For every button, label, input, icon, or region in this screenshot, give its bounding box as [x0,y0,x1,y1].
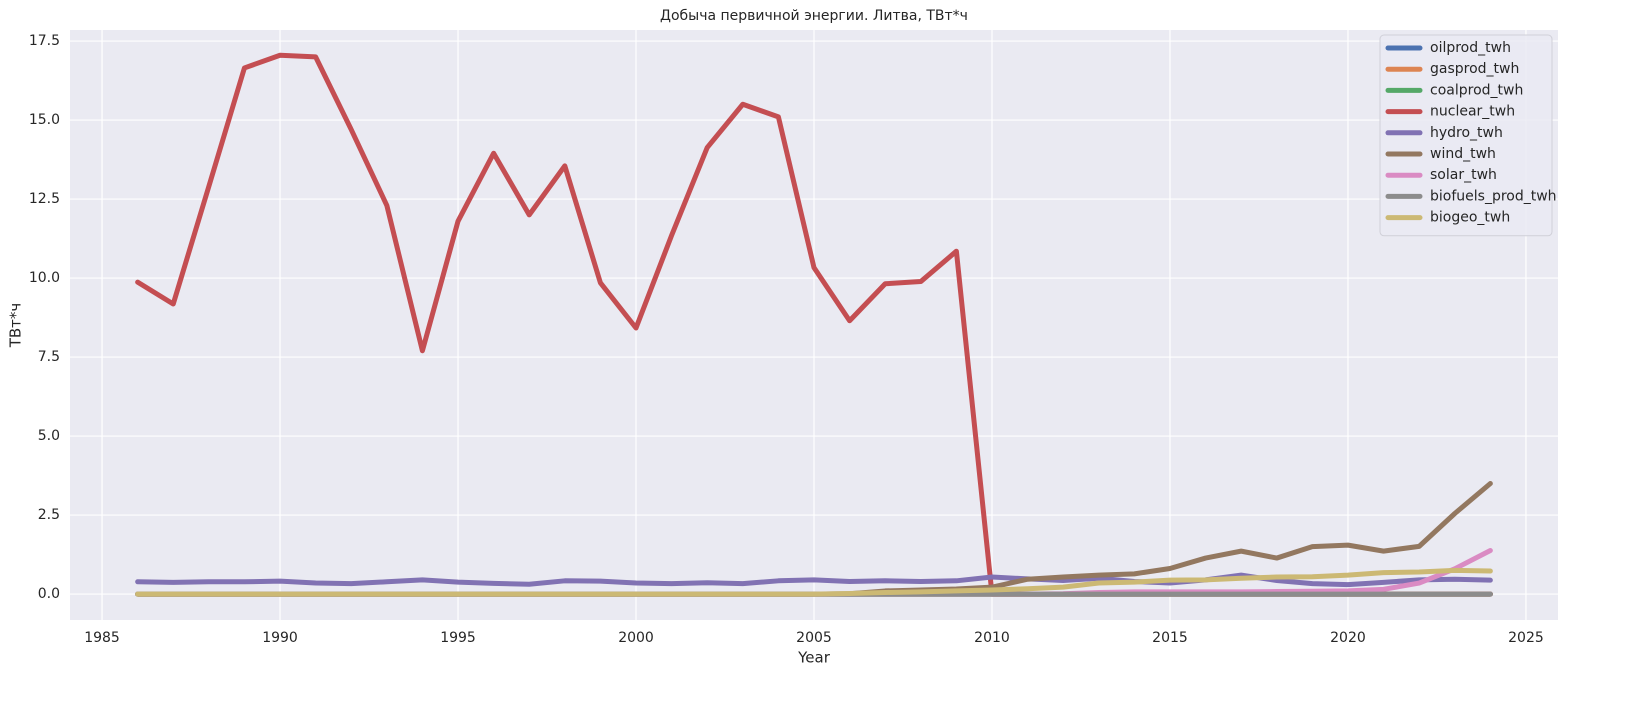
legend-label: hydro_twh [1430,125,1503,141]
legend: oilprod_twh gasprod_twh coalprod_twhnuclea… [1379,34,1557,237]
x-tick-label: 2000 [618,630,654,646]
x-tick-label: 1990 [262,630,298,646]
series-line [135,567,1493,597]
x-tick-label: 2015 [1152,630,1188,646]
y-tick-label: 2.5 [38,507,60,523]
x-tick-label: 2020 [1330,630,1366,646]
legend-label: biogeo_twh [1430,210,1510,226]
x-tick-label: 2005 [796,630,832,646]
legend-label: nuclear_twh [1430,104,1515,120]
y-tick-label: 17.5 [29,33,60,49]
legend-label: wind_twh [1430,146,1496,162]
legend-label: gasprod_twh [1430,61,1519,77]
y-tick-label: 7.5 [38,349,60,365]
y-tick-label: 10.0 [29,270,60,286]
legend-label: oilprod_twh [1430,40,1511,56]
x-tick-label: 2010 [974,630,1010,646]
x-axis-label: Year [797,649,831,667]
chart-title: Добыча первичной энергии. Литва, ТВт*ч [660,8,968,24]
y-tick-label: 5.0 [38,428,60,444]
x-tick-label: 1995 [440,630,476,646]
legend-label: solar_twh [1430,167,1497,183]
legend-box [1379,34,1553,237]
x-tick-label: 2025 [1508,630,1544,646]
x-tick-label: 1985 [84,630,120,646]
y-tick-label: 0.0 [38,586,60,602]
y-axis-label: ТВт*ч [7,303,25,349]
lines [135,52,1493,597]
legend-label: biofuels_prod_twh [1430,188,1557,204]
y-tick-label: 12.5 [29,191,60,207]
y-tick-label: 15.0 [29,112,60,128]
legend-label: coalprod_twh [1430,82,1523,98]
